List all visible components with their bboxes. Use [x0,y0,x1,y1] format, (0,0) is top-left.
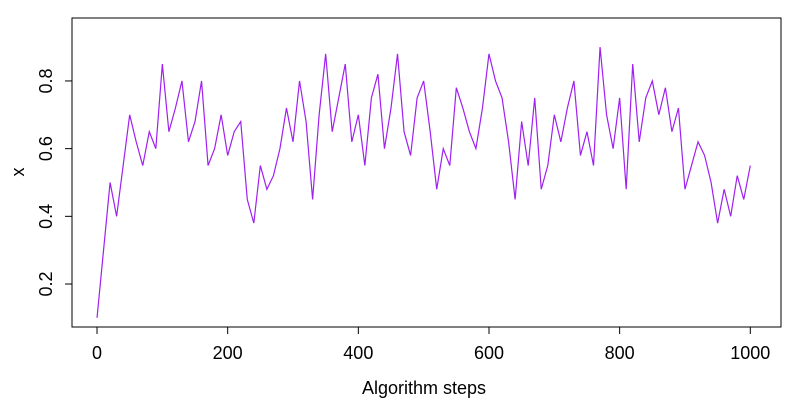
x-axis-label: Algorithm steps [362,378,486,398]
x-tick-label: 200 [213,343,243,363]
x-tick-label: 800 [605,343,635,363]
y-tick-label: 0.2 [36,272,56,297]
y-tick-label: 0.6 [36,136,56,161]
x-tick-label: 400 [343,343,373,363]
y-tick-label: 0.8 [36,68,56,93]
data-line [96,47,751,318]
y-axis-label: x [8,168,28,177]
x-tick-label: 1000 [730,343,770,363]
x-tick-label: 0 [92,343,102,363]
x-tick-label: 600 [474,343,504,363]
y-tick-label: 0.4 [36,204,56,229]
plot-box [71,17,782,328]
